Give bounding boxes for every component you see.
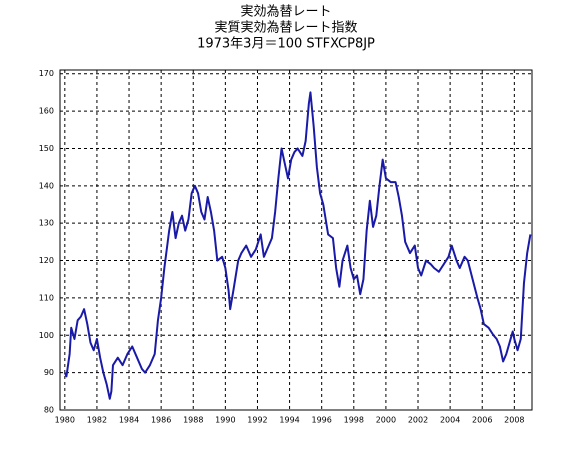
x-tick-label: 2000 (376, 416, 396, 425)
x-tick-label: 1984 (119, 416, 139, 425)
x-tick-label: 1982 (87, 416, 107, 425)
data-line (63, 91, 532, 400)
y-tick-label: 150 (39, 144, 54, 153)
y-tick-label: 90 (44, 368, 54, 377)
x-tick-label: 2004 (440, 416, 460, 425)
x-tick-label: 1992 (247, 416, 267, 425)
y-tick-label: 130 (39, 219, 54, 228)
chart-title: 実効為替レート (240, 4, 331, 20)
x-tick-label: 1998 (344, 416, 364, 425)
y-tick-label: 140 (39, 181, 54, 190)
y-tick-label: 80 (44, 406, 54, 415)
x-tick-label: 2006 (472, 416, 492, 425)
x-tick-label: 1988 (183, 416, 203, 425)
x-tick-label: 1990 (215, 416, 235, 425)
y-tick-label: 120 (39, 256, 54, 265)
x-tick-label: 1996 (312, 416, 332, 425)
x-tick-label: 2008 (504, 416, 524, 425)
y-tick-label: 170 (39, 69, 54, 78)
plot-frame (59, 69, 533, 411)
chart-subtitle: 1973年3月＝100 STFXCP8JP (197, 37, 375, 52)
x-tick-label: 1994 (279, 416, 299, 425)
x-tick-label: 1980 (55, 416, 75, 425)
chart-subtitle: 実質実効為替レート指数 (214, 20, 357, 36)
y-tick-label: 160 (39, 107, 54, 116)
y-tick-label: 110 (39, 293, 54, 302)
y-tick-label: 100 (39, 331, 54, 340)
x-tick-label: 2002 (408, 416, 428, 425)
x-tick-label: 1986 (151, 416, 171, 425)
